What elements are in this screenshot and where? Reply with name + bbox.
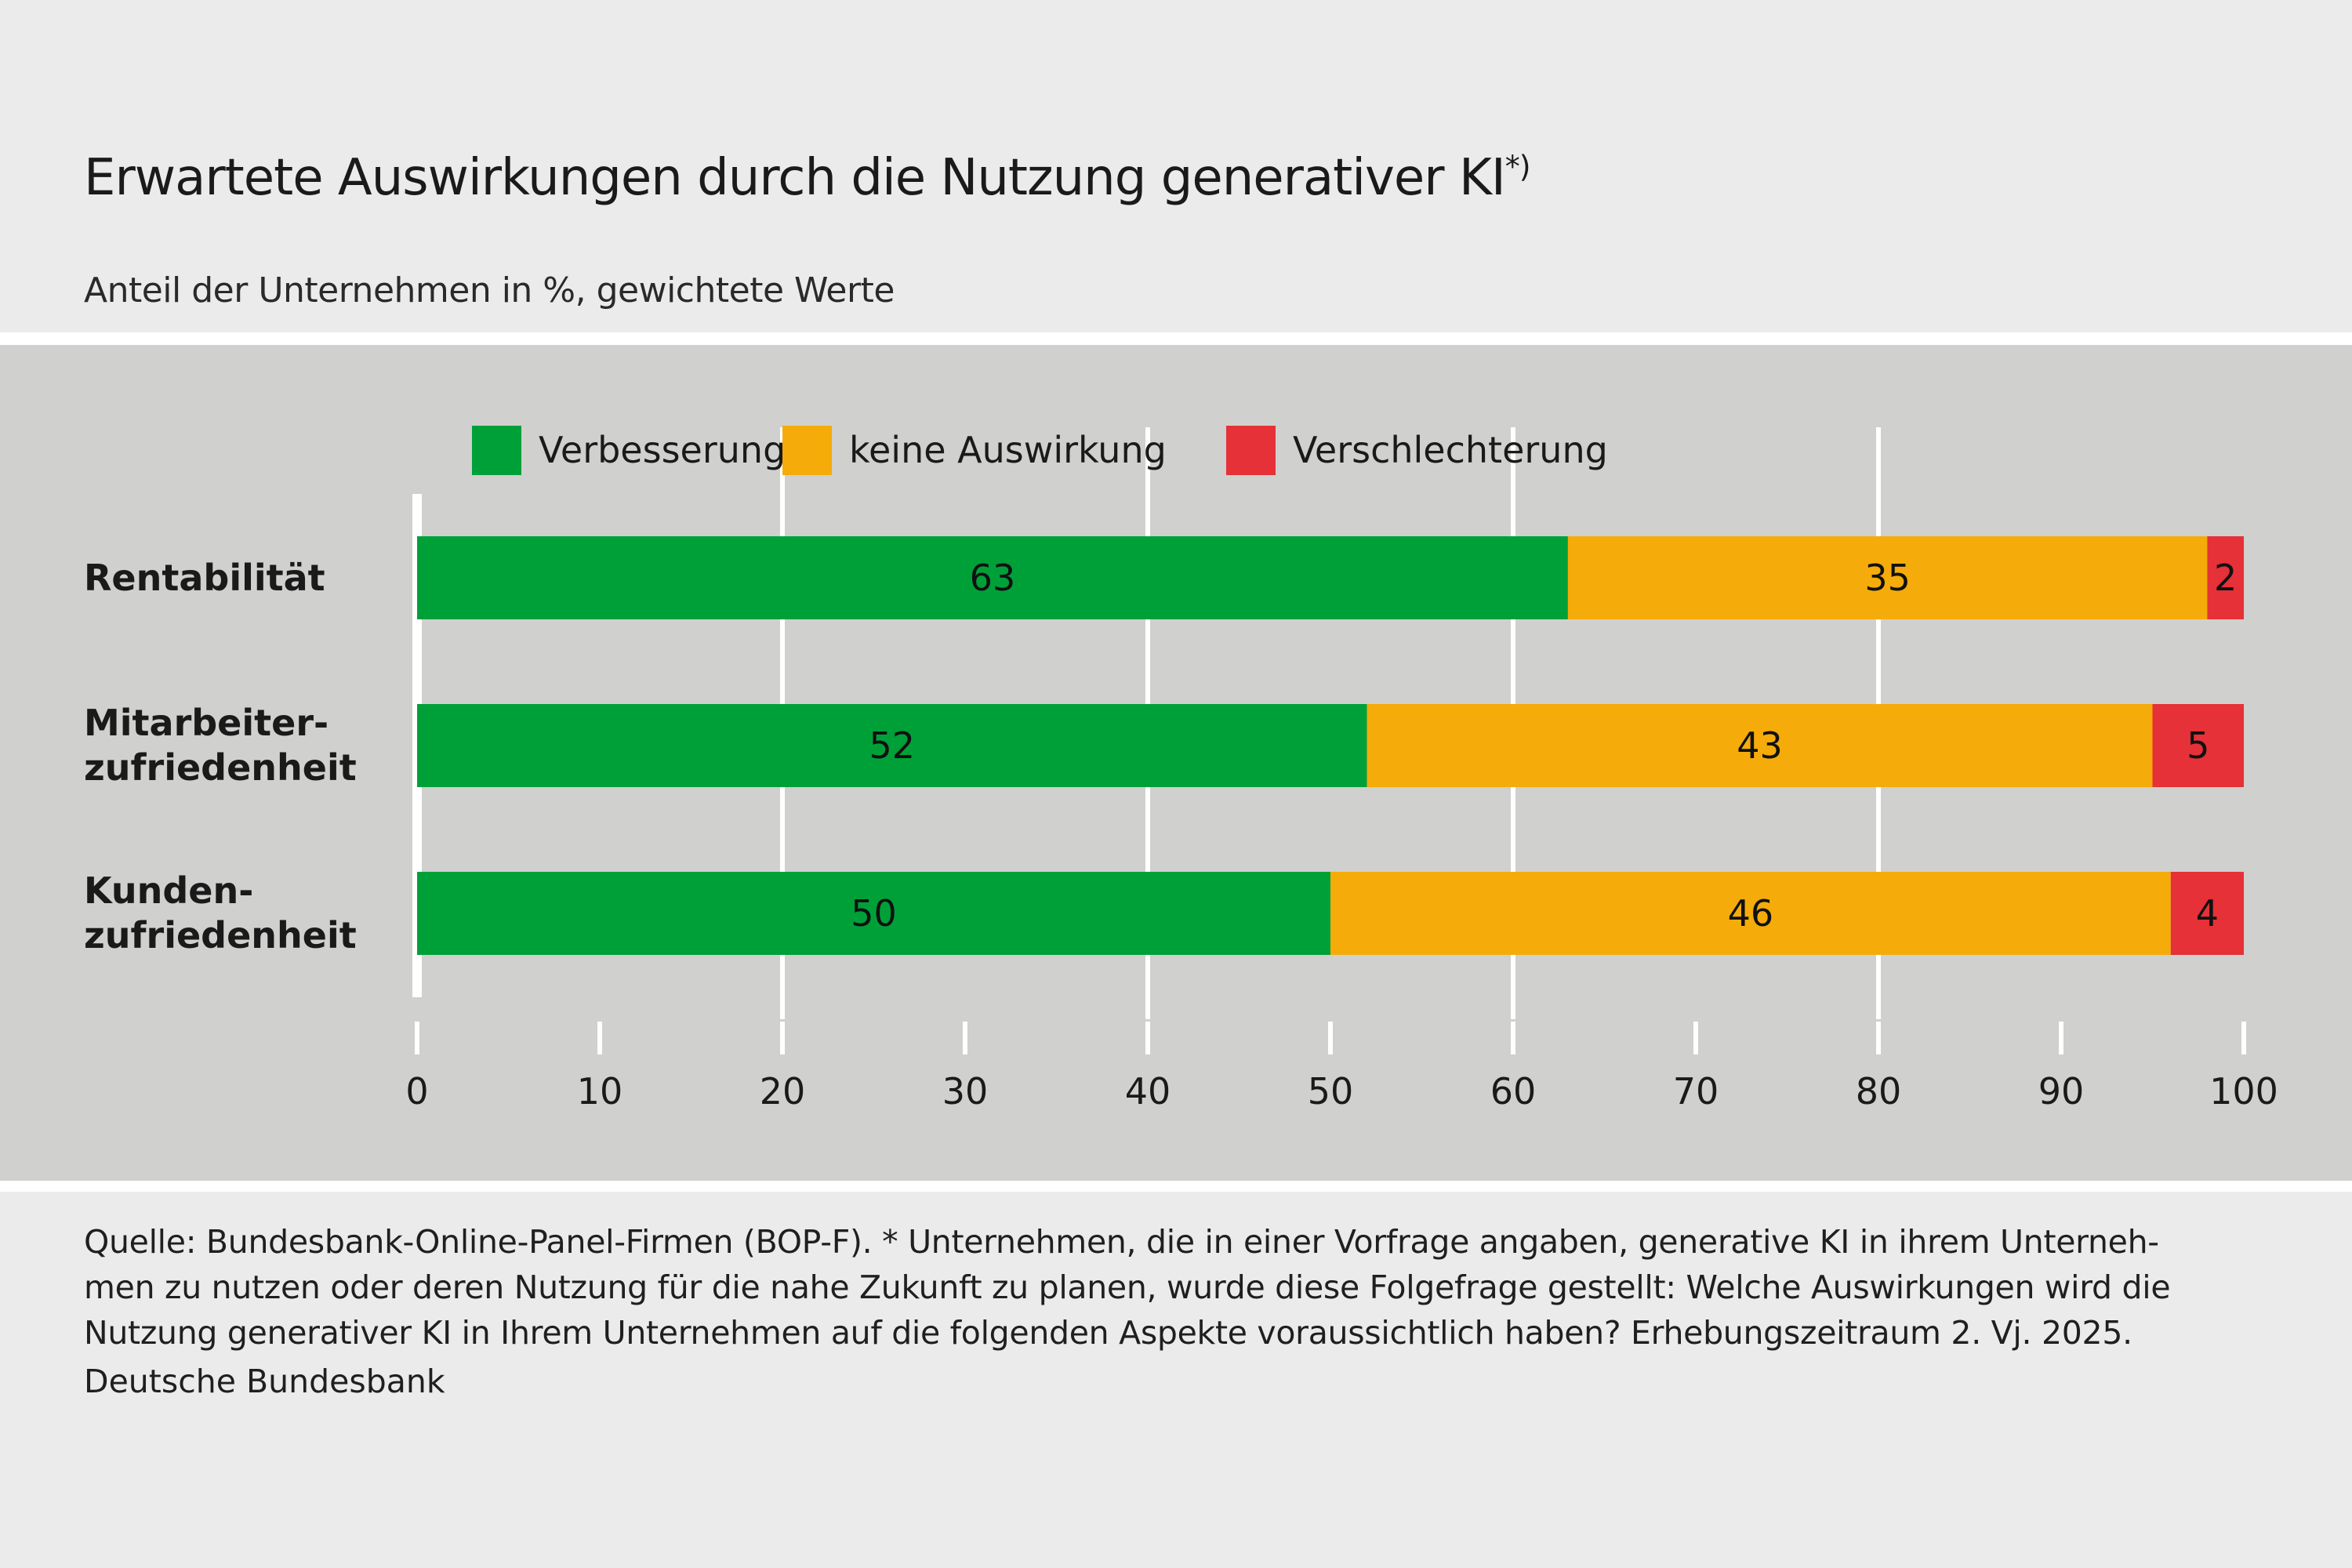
- footnote-line: Quelle: Bundesbank-Online-Panel-Firmen (…: [84, 1223, 2159, 1261]
- x-tick-label: 70: [1673, 1070, 1719, 1112]
- x-tick-label: 40: [1125, 1070, 1171, 1112]
- footnote: Quelle: Bundesbank-Online-Panel-Firmen (…: [84, 1219, 2279, 1356]
- x-tick-label: 50: [1308, 1070, 1354, 1112]
- bar-value-label: 50: [851, 892, 897, 935]
- bar-value-label: 52: [869, 724, 916, 767]
- x-tick-label: 60: [1490, 1070, 1537, 1112]
- bar-segment: [1567, 536, 2208, 619]
- category-label: Kunden-: [84, 869, 253, 912]
- bar-segment: [2207, 536, 2244, 619]
- bar-segment: [417, 704, 1367, 787]
- x-tick-label: 0: [405, 1070, 428, 1112]
- bar-value-label: 5: [2187, 724, 2209, 767]
- bar-value-label: 2: [2214, 557, 2237, 599]
- divider-top: [0, 332, 2352, 345]
- bar-segment: [2152, 704, 2244, 787]
- footnote-line: Nutzung generativer KI in Ihrem Unterneh…: [84, 1314, 2132, 1352]
- bar-value-label: 63: [970, 557, 1016, 599]
- x-tick-label: 80: [1856, 1070, 1902, 1112]
- bar-segment: [417, 536, 1568, 619]
- category-label: zufriedenheit: [84, 914, 357, 956]
- legend-swatch-verschlechterung: [1226, 426, 1276, 475]
- legend-label: Verbesserung: [539, 429, 786, 471]
- category-label: Mitarbeiter-: [84, 702, 328, 744]
- legend-swatch-keine-auswirkung: [782, 426, 832, 475]
- bar-segment: [1367, 704, 2153, 787]
- legend-label: keine Auswirkung: [849, 429, 1167, 471]
- chart-subtitle: Anteil der Unternehmen in %, gewichtete …: [84, 270, 895, 310]
- x-tick-label: 10: [577, 1070, 623, 1112]
- bar-value-label: 46: [1728, 892, 1774, 935]
- category-label: zufriedenheit: [84, 746, 357, 789]
- x-tick-label: 90: [2038, 1070, 2085, 1112]
- source-organization: Deutsche Bundesbank: [84, 1363, 445, 1400]
- legend-label: Verschlechterung: [1293, 429, 1608, 471]
- divider-bottom: [0, 1181, 2352, 1192]
- category-label: Rentabilität: [84, 557, 325, 599]
- x-tick-label: 20: [760, 1070, 806, 1112]
- bar-value-label: 43: [1737, 724, 1783, 767]
- x-tick-label: 30: [942, 1070, 989, 1112]
- bar-segment: [417, 872, 1330, 955]
- legend-swatch-verbesserung: [472, 426, 521, 475]
- title-footnote-mark: *): [1504, 149, 1531, 184]
- bar-segment: [1330, 872, 2171, 955]
- chart-title: Erwartete Auswirkungen durch die Nutzung…: [84, 149, 1531, 207]
- chart-title-text: Erwartete Auswirkungen durch die Nutzung…: [84, 149, 1506, 207]
- x-tick-label: 100: [2209, 1070, 2278, 1112]
- footnote-line: men zu nutzen oder deren Nutzung für die…: [84, 1269, 2171, 1306]
- bar-value-label: 35: [1864, 557, 1911, 599]
- bar-value-label: 4: [2196, 892, 2219, 935]
- bar-segment: [2170, 872, 2244, 955]
